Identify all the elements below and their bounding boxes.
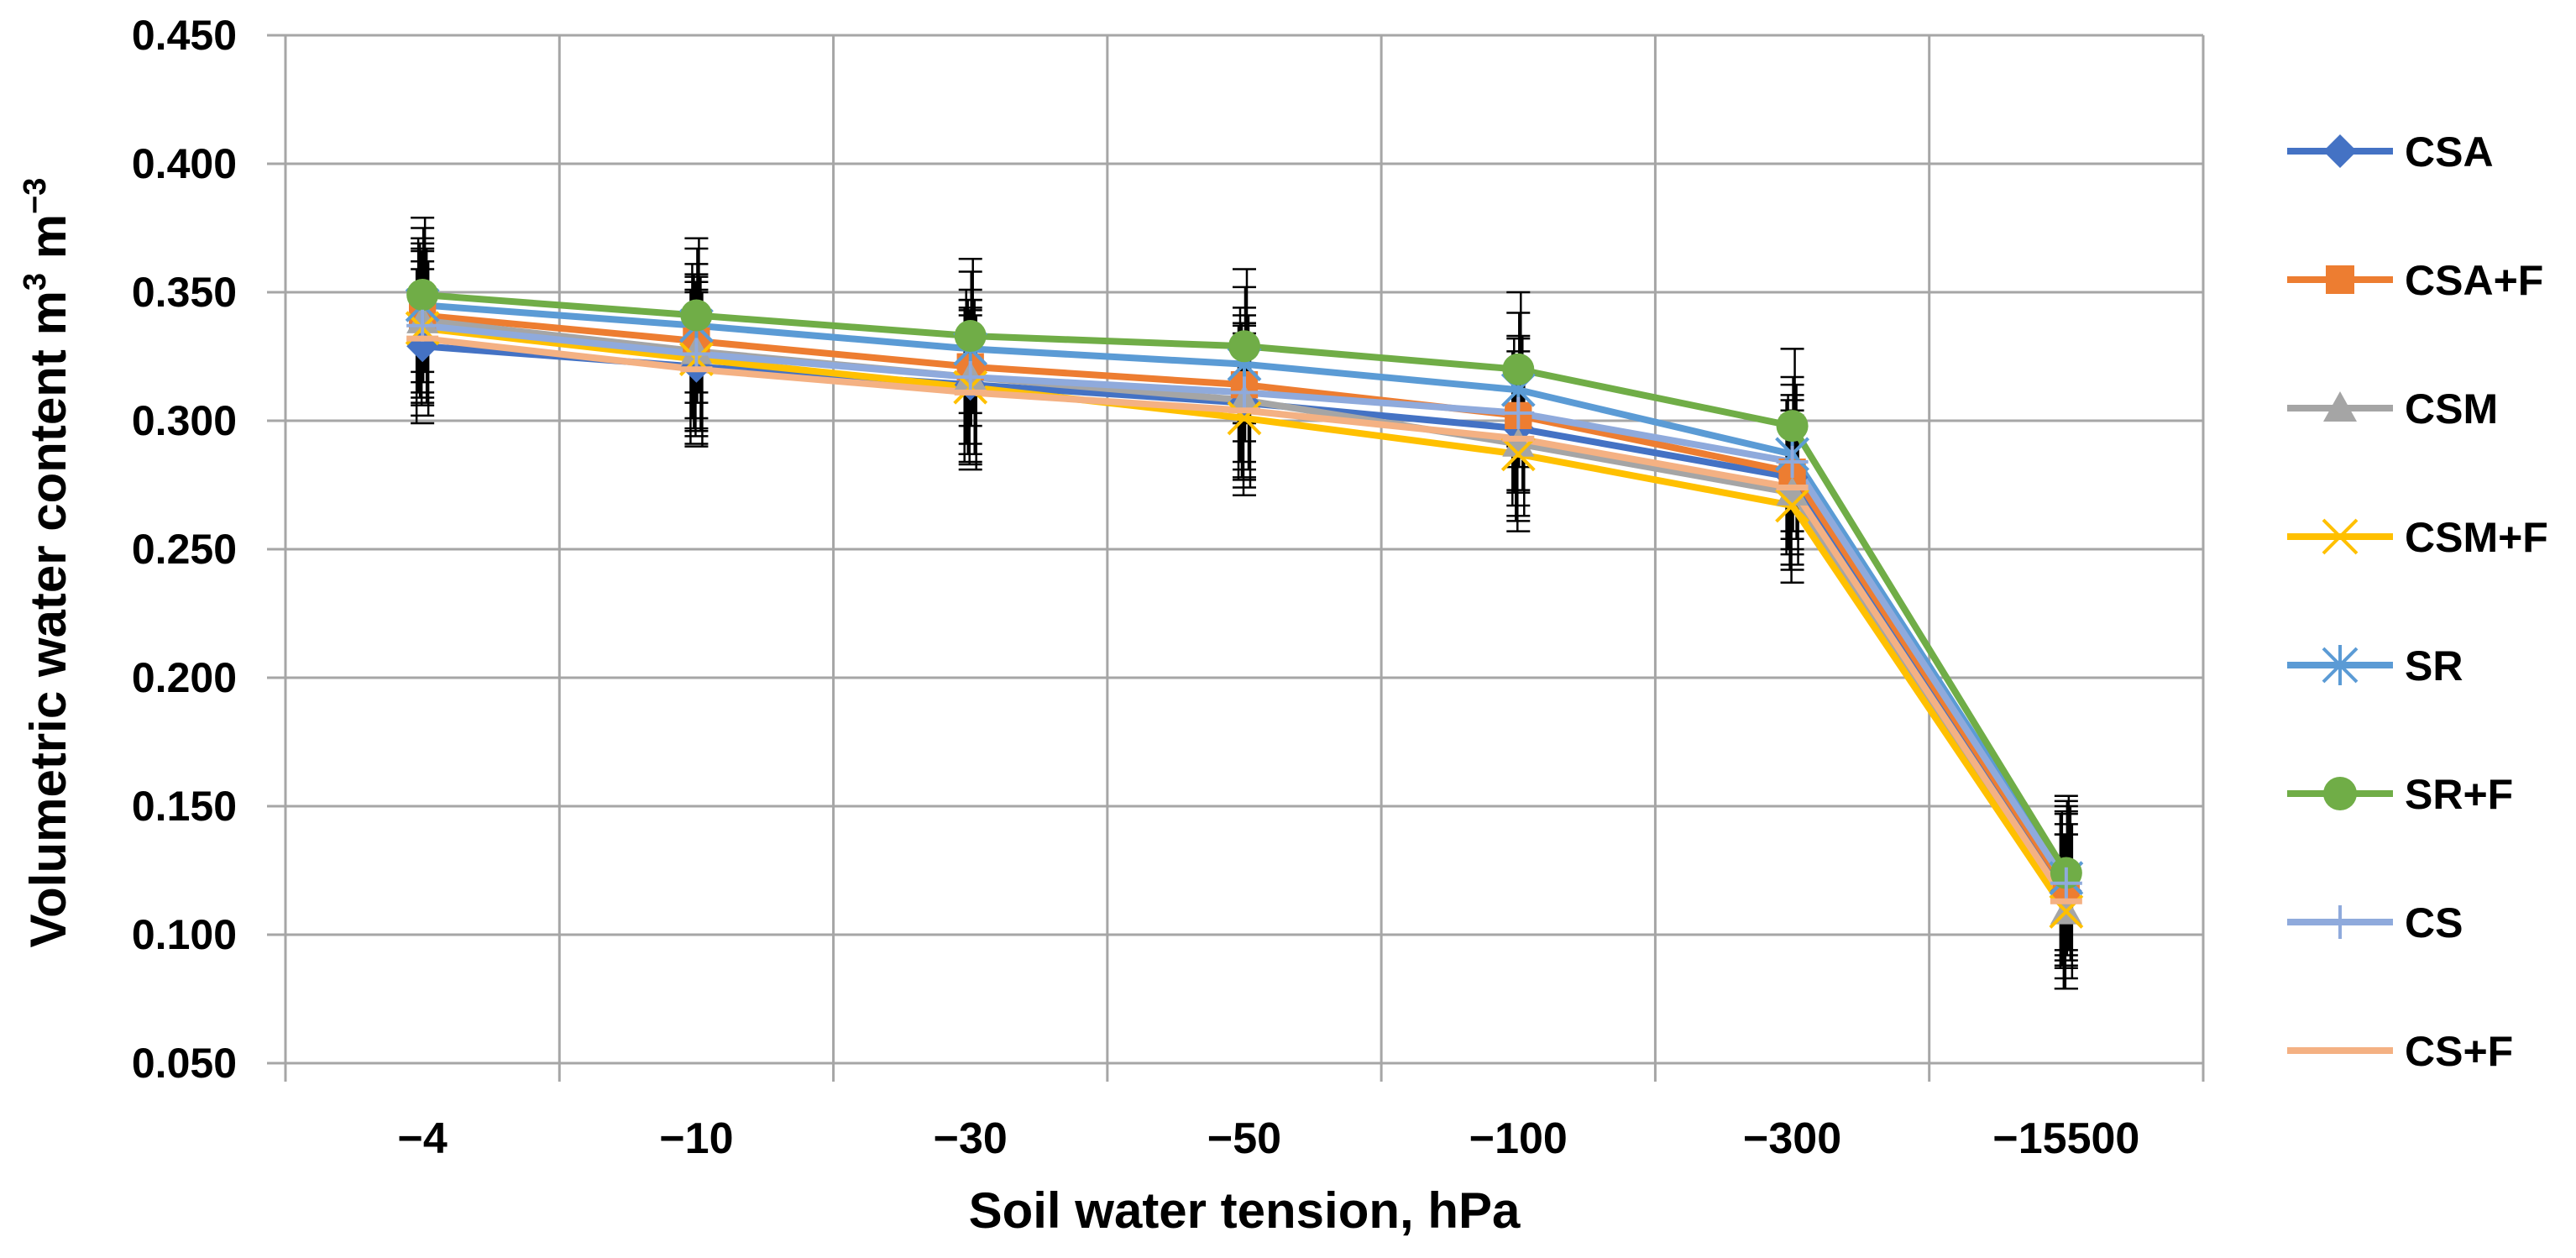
- y-axis-label-sup1: 3: [18, 273, 53, 291]
- legend-marker: [2326, 265, 2354, 294]
- legend-item: SR: [2287, 642, 2463, 689]
- data-point: [1502, 396, 1535, 429]
- y-tick-label: 0.300: [132, 397, 237, 444]
- y-axis-label-sup2: −3: [18, 178, 53, 214]
- legend-marker: [2322, 645, 2359, 685]
- x-tick-label: −30: [934, 1114, 1008, 1163]
- y-tick-label: 0.100: [132, 911, 237, 958]
- y-tick-label: 0.050: [132, 1040, 237, 1087]
- legend-label: CS: [2405, 899, 2463, 946]
- legend-marker: [2322, 518, 2359, 555]
- y-tick-label: 0.450: [132, 12, 237, 59]
- y-axis-ticks: 0.450 0.400 0.350 0.300 0.250 0.200 0.150 0.100…: [132, 12, 237, 1087]
- legend-item: CSM+F: [2287, 514, 2548, 561]
- series-markers: [405, 279, 2084, 929]
- y-tick-label: 0.350: [132, 269, 237, 316]
- legend-marker: [2323, 777, 2357, 810]
- legend-item: CS: [2287, 899, 2463, 946]
- x-tick-label: −50: [1207, 1114, 1281, 1163]
- legend: CSA CSA+F CSM CSM+F SR SR+F CS CS+F: [2287, 128, 2548, 1075]
- x-tick-label: −10: [659, 1114, 733, 1163]
- data-point: [1502, 353, 1535, 385]
- y-tick-label: 0.400: [132, 140, 237, 187]
- x-tick-label: −300: [1743, 1114, 1841, 1163]
- data-point: [1228, 330, 1260, 363]
- data-point: [680, 338, 713, 370]
- legend-item: CSA: [2287, 128, 2494, 176]
- data-point: [406, 279, 439, 312]
- legend-item: CSA+F: [2287, 257, 2543, 304]
- x-axis-label: Soil water tension, hPa: [969, 1182, 1521, 1239]
- data-point: [1502, 427, 1535, 457]
- legend-label: SR: [2405, 642, 2463, 689]
- y-axis-label-mid: m: [20, 214, 76, 273]
- data-point: [1500, 437, 1536, 472]
- y-tick-label: 0.250: [132, 526, 237, 573]
- y-axis-label: Volumetric water content m3 m−3: [18, 178, 76, 948]
- legend-label: CSM+F: [2405, 514, 2548, 561]
- legend-item: CS+F: [2287, 1028, 2513, 1075]
- legend-label: CSA: [2405, 128, 2494, 176]
- x-tick-label: −100: [1469, 1114, 1568, 1163]
- legend-label: SR+F: [2405, 771, 2513, 818]
- legend-label: CSA+F: [2405, 257, 2543, 304]
- y-tick-label: 0.200: [132, 654, 237, 701]
- data-point: [1776, 410, 1809, 443]
- legend-marker: [2323, 391, 2357, 422]
- data-point: [680, 299, 713, 332]
- legend-marker: [2323, 134, 2357, 168]
- x-tick-label: −15500: [1992, 1114, 2139, 1163]
- legend-label: CSM: [2405, 385, 2498, 432]
- data-point: [1775, 488, 1809, 523]
- x-axis-ticks: −4 −10 −30 −50 −100 −300 −15500: [397, 1114, 2139, 1163]
- legend-item: CSM: [2287, 385, 2498, 432]
- grid: [267, 34, 2205, 1082]
- data-point: [954, 360, 987, 393]
- legend-item: SR+F: [2287, 771, 2513, 818]
- data-point: [2050, 867, 2082, 899]
- data-point: [1228, 376, 1260, 409]
- data-point: [1776, 445, 1809, 478]
- data-point: [954, 320, 987, 353]
- legend-marker: [2323, 905, 2357, 939]
- x-tick-label: −4: [397, 1114, 447, 1163]
- y-tick-label: 0.150: [132, 783, 237, 830]
- y-axis-label-base: Volumetric water content m: [20, 291, 76, 947]
- legend-label: CS+F: [2405, 1028, 2513, 1075]
